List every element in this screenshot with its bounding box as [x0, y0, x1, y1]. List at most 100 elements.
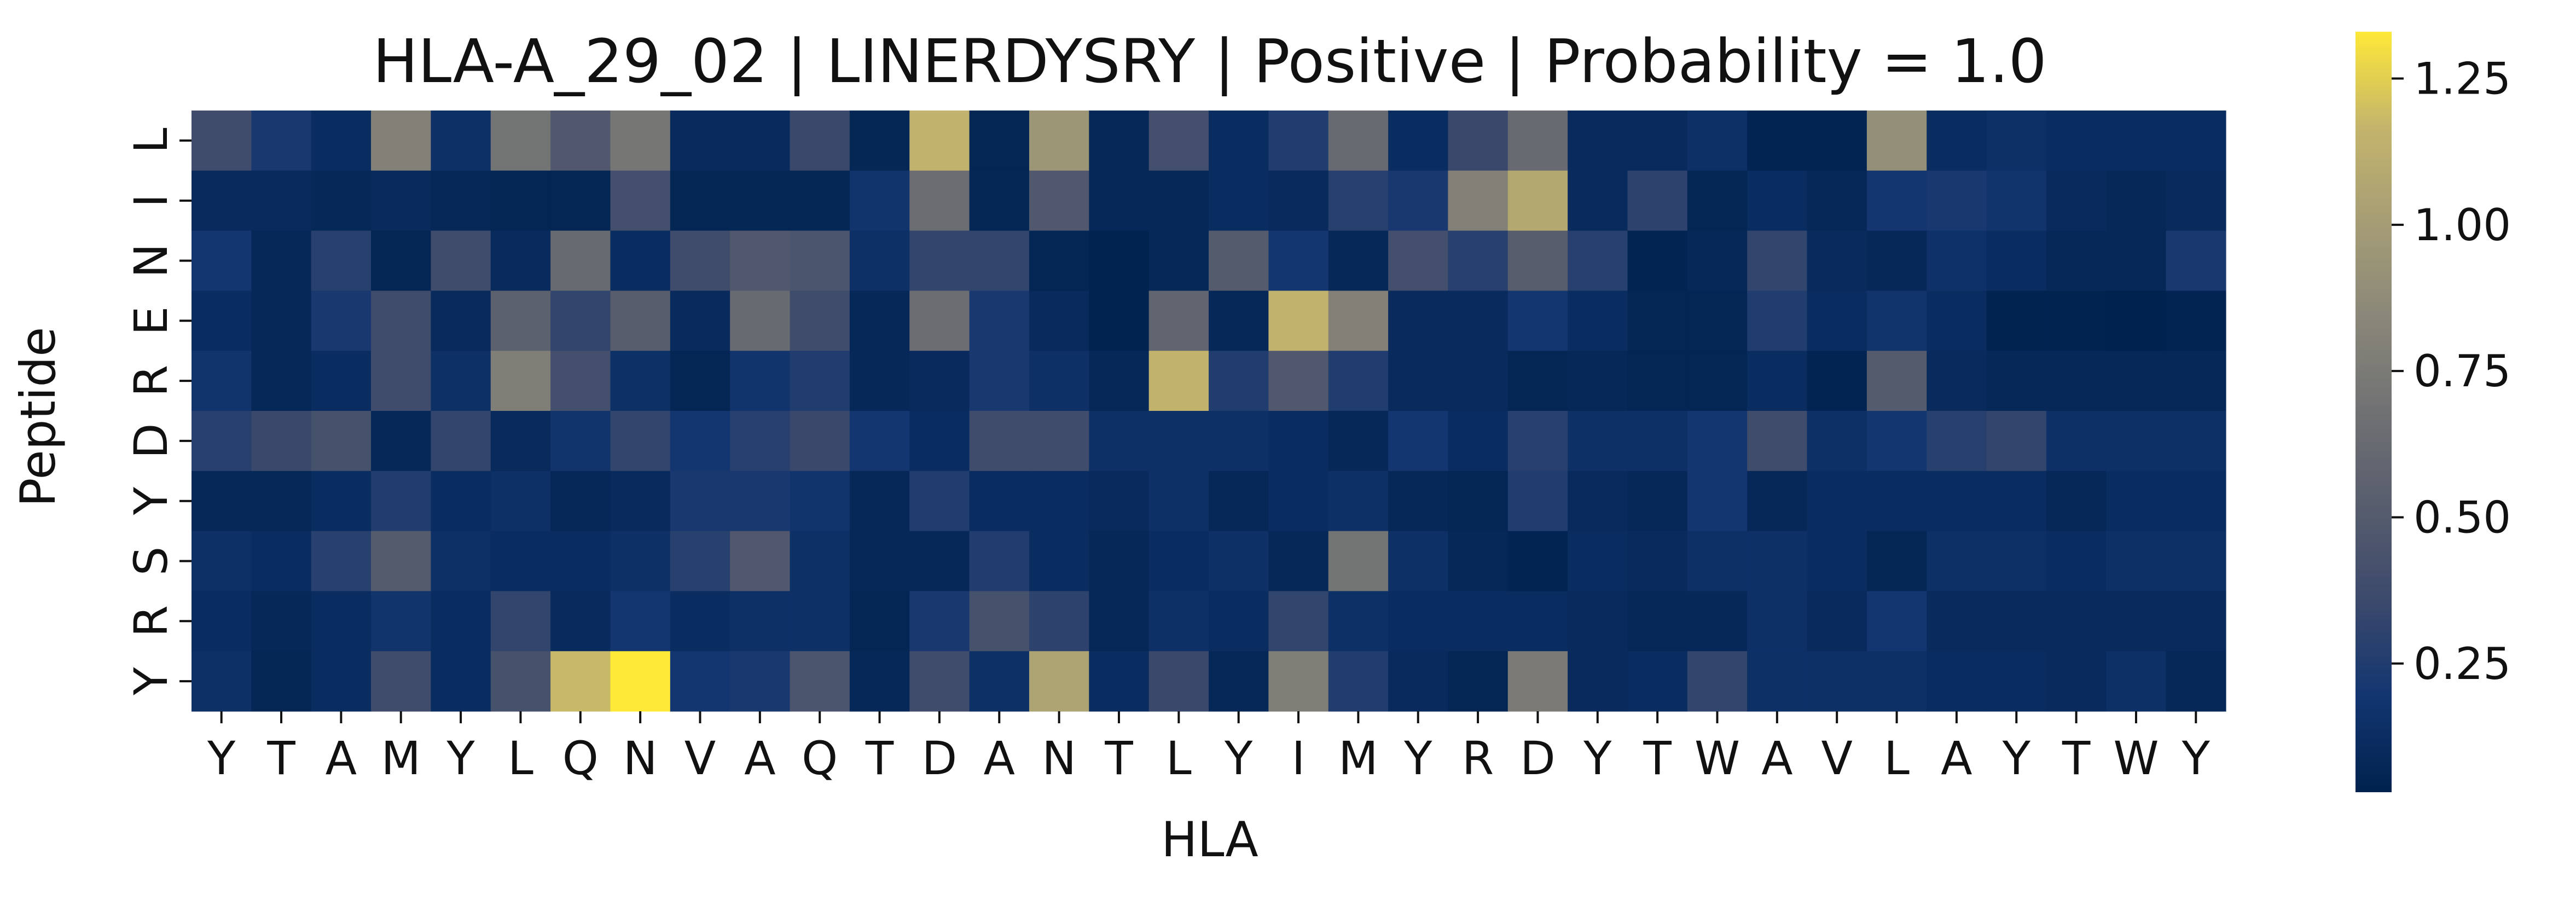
heatmap-cell [2166, 651, 2226, 712]
heatmap-cell [790, 351, 850, 411]
heatmap-cell [1507, 291, 1568, 351]
x-tick-label: L [1166, 731, 1192, 785]
x-tick-label: Y [2182, 731, 2211, 785]
x-tick-label: Y [446, 731, 475, 785]
y-axis: LINERDYSRY [124, 127, 192, 696]
heatmap-cell [1687, 351, 1748, 411]
heatmap-cell [1089, 411, 1150, 472]
heatmap-cell [192, 471, 252, 532]
heatmap-cell [1747, 531, 1808, 591]
heatmap-cell [909, 230, 970, 291]
heatmap-cell [1627, 291, 1688, 351]
heatmap-cell [1209, 170, 1269, 231]
heatmap-cell [1986, 230, 2047, 291]
heatmap-cell [670, 230, 730, 291]
heatmap-cell [371, 411, 432, 472]
x-tick-label: L [1884, 731, 1910, 785]
heatmap-cell [1747, 411, 1808, 472]
heatmap-cell [969, 291, 1030, 351]
heatmap-cell [1448, 411, 1509, 472]
heatmap-cell [371, 591, 432, 652]
heatmap-cell [2166, 170, 2226, 231]
y-tick-label: D [124, 423, 178, 459]
y-tick-label: S [124, 547, 178, 576]
heatmap-cell [431, 170, 491, 231]
x-tick-label: I [1292, 731, 1306, 785]
heatmap-cell [251, 651, 312, 712]
heatmap-cell [1209, 411, 1269, 472]
heatmap-cell [1866, 291, 1927, 351]
heatmap-cell [1268, 111, 1329, 171]
heatmap-cell [1448, 471, 1509, 532]
heatmap-cell [1268, 291, 1329, 351]
heatmap-cell [1148, 531, 1209, 591]
heatmap-cell [1927, 230, 1987, 291]
heatmap-cell [730, 591, 791, 652]
heatmap-cell [610, 591, 671, 652]
heatmap-cell [2106, 291, 2167, 351]
heatmap-cell [431, 230, 491, 291]
heatmap-cell [909, 291, 970, 351]
heatmap-cell [2046, 351, 2107, 411]
heatmap-cell [790, 651, 850, 712]
heatmap-cell [1687, 291, 1748, 351]
y-tick-label: Y [124, 486, 178, 515]
heatmap-cell [849, 230, 910, 291]
y-axis-label: Peptide [10, 327, 66, 507]
x-tick-label: W [2113, 731, 2159, 785]
heatmap-cell [1507, 411, 1568, 472]
heatmap-cell [1089, 351, 1150, 411]
colorbar-tick-label: 0.75 [2413, 346, 2511, 397]
heatmap-cell [550, 531, 611, 591]
heatmap-cell [1986, 471, 2047, 532]
heatmap-cell [1927, 291, 1987, 351]
heatmap-cell [1448, 170, 1509, 231]
heatmap-cell [2106, 471, 2167, 532]
heatmap-cell [371, 230, 432, 291]
heatmap-cell [1747, 170, 1808, 231]
heatmap-cell [969, 170, 1030, 231]
heatmap-cell [670, 591, 730, 652]
heatmap-cell [1029, 351, 1089, 411]
heatmap-cell [1568, 291, 1628, 351]
heatmap-cell [1448, 351, 1509, 411]
heatmap-cell [610, 170, 671, 231]
heatmap-cell [192, 351, 252, 411]
heatmap-cell [1448, 291, 1509, 351]
heatmap-cell [1747, 471, 1808, 532]
heatmap-cell [371, 351, 432, 411]
heatmap-cell [1807, 351, 1867, 411]
heatmap-cell [1807, 411, 1867, 472]
heatmap-cell [1148, 471, 1209, 532]
heatmap-cell [192, 411, 252, 472]
heatmap-cell [1029, 411, 1089, 472]
heatmap-cell [1986, 591, 2047, 652]
heatmap-cell [1687, 411, 1748, 472]
heatmap-cell [1866, 591, 1927, 652]
heatmap-cell [1328, 531, 1389, 591]
heatmap-cell [311, 291, 372, 351]
heatmap-cell [1268, 651, 1329, 712]
heatmap-cell [1029, 291, 1089, 351]
heatmap-cell [311, 170, 372, 231]
heatmap-cell [1388, 291, 1449, 351]
heatmap-cell [1568, 591, 1628, 652]
heatmap-cell [1448, 230, 1509, 291]
heatmap-cell [730, 230, 791, 291]
heatmap-cell [610, 651, 671, 712]
heatmap-cell [1089, 591, 1150, 652]
x-tick-label: T [1643, 731, 1672, 785]
heatmap-cell [431, 651, 491, 712]
heatmap-cell [1089, 291, 1150, 351]
heatmap-cell [1747, 111, 1808, 171]
y-tick-label: E [124, 306, 178, 335]
heatmap-cell [1268, 471, 1329, 532]
heatmap-cell [1507, 351, 1568, 411]
x-axis-label: HLA [1161, 811, 1258, 868]
heatmap-cell [490, 230, 551, 291]
heatmap-cell [251, 291, 312, 351]
heatmap-cell [431, 291, 491, 351]
heatmap-cell [1866, 651, 1927, 712]
x-tick-label: M [1338, 731, 1378, 785]
